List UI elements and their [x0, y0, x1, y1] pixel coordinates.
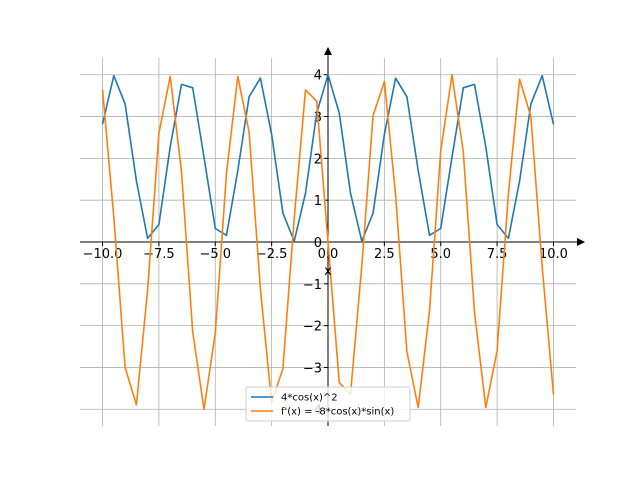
series-line-0 [101, 73, 555, 242]
legend-label-0: 4*cos(x)^2 [281, 393, 338, 404]
x-tick-label-3: −2.5 [256, 247, 288, 262]
series-line-1 [101, 74, 555, 411]
x-tick-label-4: 0.0 [318, 247, 339, 262]
y-tick-label-2: −2 [303, 320, 322, 335]
y-tick-label-6: 2 [314, 152, 322, 167]
x-axis-label: x [324, 264, 332, 279]
y-tick-label-5: 1 [314, 194, 322, 209]
y-tick-label-4: 0 [314, 236, 322, 251]
legend: 4*cos(x)^2 f'(x) = -8*cos(x)*sin(x) [245, 386, 411, 422]
y-tick-label-3: −1 [303, 278, 322, 293]
x-tick-label-6: 5.0 [430, 247, 451, 262]
x-tick-label-7: 7.5 [487, 247, 508, 262]
legend-label-1: f'(x) = -8*cos(x)*sin(x) [281, 407, 394, 418]
y-tick-label-1: −3 [303, 361, 322, 376]
x-tick-label-2: −5.0 [199, 247, 231, 262]
x-axis-arrow-icon [577, 238, 585, 246]
tick-labels: −10.0−7.5−5.0−2.50.02.55.07.510.0−4−3−2−… [83, 69, 568, 419]
x-tick-label-1: −7.5 [143, 247, 175, 262]
series-lines [101, 73, 555, 411]
x-tick-label-5: 2.5 [374, 247, 395, 262]
y-tick-label-8: 4 [314, 69, 322, 84]
y-axis-arrow-icon [324, 47, 332, 55]
x-tick-label-8: 10.0 [539, 247, 568, 262]
x-tick-label-0: −10.0 [83, 247, 123, 262]
legend-box [245, 386, 411, 422]
